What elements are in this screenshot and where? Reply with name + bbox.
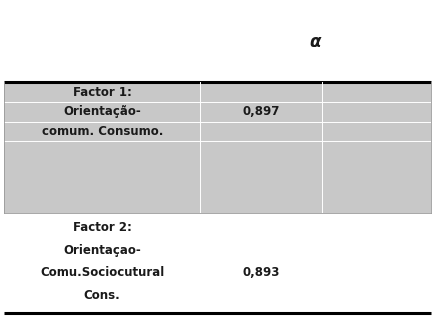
Text: comum. Consumo.: comum. Consumo. xyxy=(41,125,163,138)
Text: 0,893: 0,893 xyxy=(242,266,279,279)
Text: α: α xyxy=(309,33,320,51)
Text: Cons.: Cons. xyxy=(84,289,120,302)
Text: Orientaçao-: Orientaçao- xyxy=(63,244,141,257)
Text: Comu.Sociocutural: Comu.Sociocutural xyxy=(40,266,164,279)
Text: 0,897: 0,897 xyxy=(242,105,279,118)
Text: Factor 1:: Factor 1: xyxy=(72,86,132,99)
Text: Factor 2:: Factor 2: xyxy=(72,221,132,234)
Bar xyxy=(4,82,430,213)
Text: Orientação-: Orientação- xyxy=(63,105,141,118)
